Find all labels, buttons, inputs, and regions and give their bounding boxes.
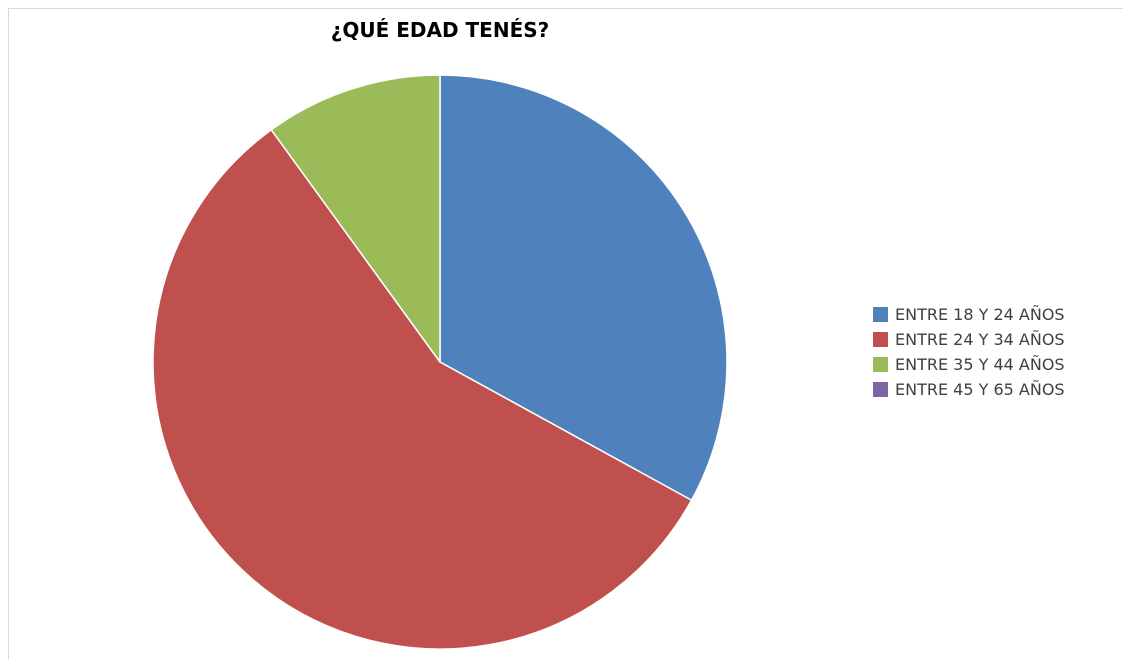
legend-label: ENTRE 45 Y 65 AÑOS — [895, 380, 1065, 399]
legend-swatch — [873, 382, 888, 397]
chart-legend: ENTRE 18 Y 24 AÑOS ENTRE 24 Y 34 AÑOS ENTR… — [873, 302, 1065, 402]
chart-title: ¿QUÉ EDAD TENÉS? — [330, 18, 550, 42]
legend-swatch — [873, 357, 888, 372]
legend-swatch — [873, 332, 888, 347]
legend-item-2: ENTRE 24 Y 34 AÑOS — [873, 327, 1065, 352]
legend-item-3: ENTRE 35 Y 44 AÑOS — [873, 352, 1065, 377]
chart-frame — [8, 8, 1123, 659]
pie-slice-2 — [152, 129, 693, 650]
legend-label: ENTRE 24 Y 34 AÑOS — [895, 330, 1065, 349]
legend-label: ENTRE 35 Y 44 AÑOS — [895, 355, 1065, 374]
legend-item-1: ENTRE 18 Y 24 AÑOS — [873, 302, 1065, 327]
pie-slice-3 — [270, 74, 441, 363]
legend-item-4: ENTRE 45 Y 65 AÑOS — [873, 377, 1065, 402]
legend-label: ENTRE 18 Y 24 AÑOS — [895, 305, 1065, 324]
pie-slice-1 — [439, 74, 728, 502]
legend-swatch — [873, 307, 888, 322]
